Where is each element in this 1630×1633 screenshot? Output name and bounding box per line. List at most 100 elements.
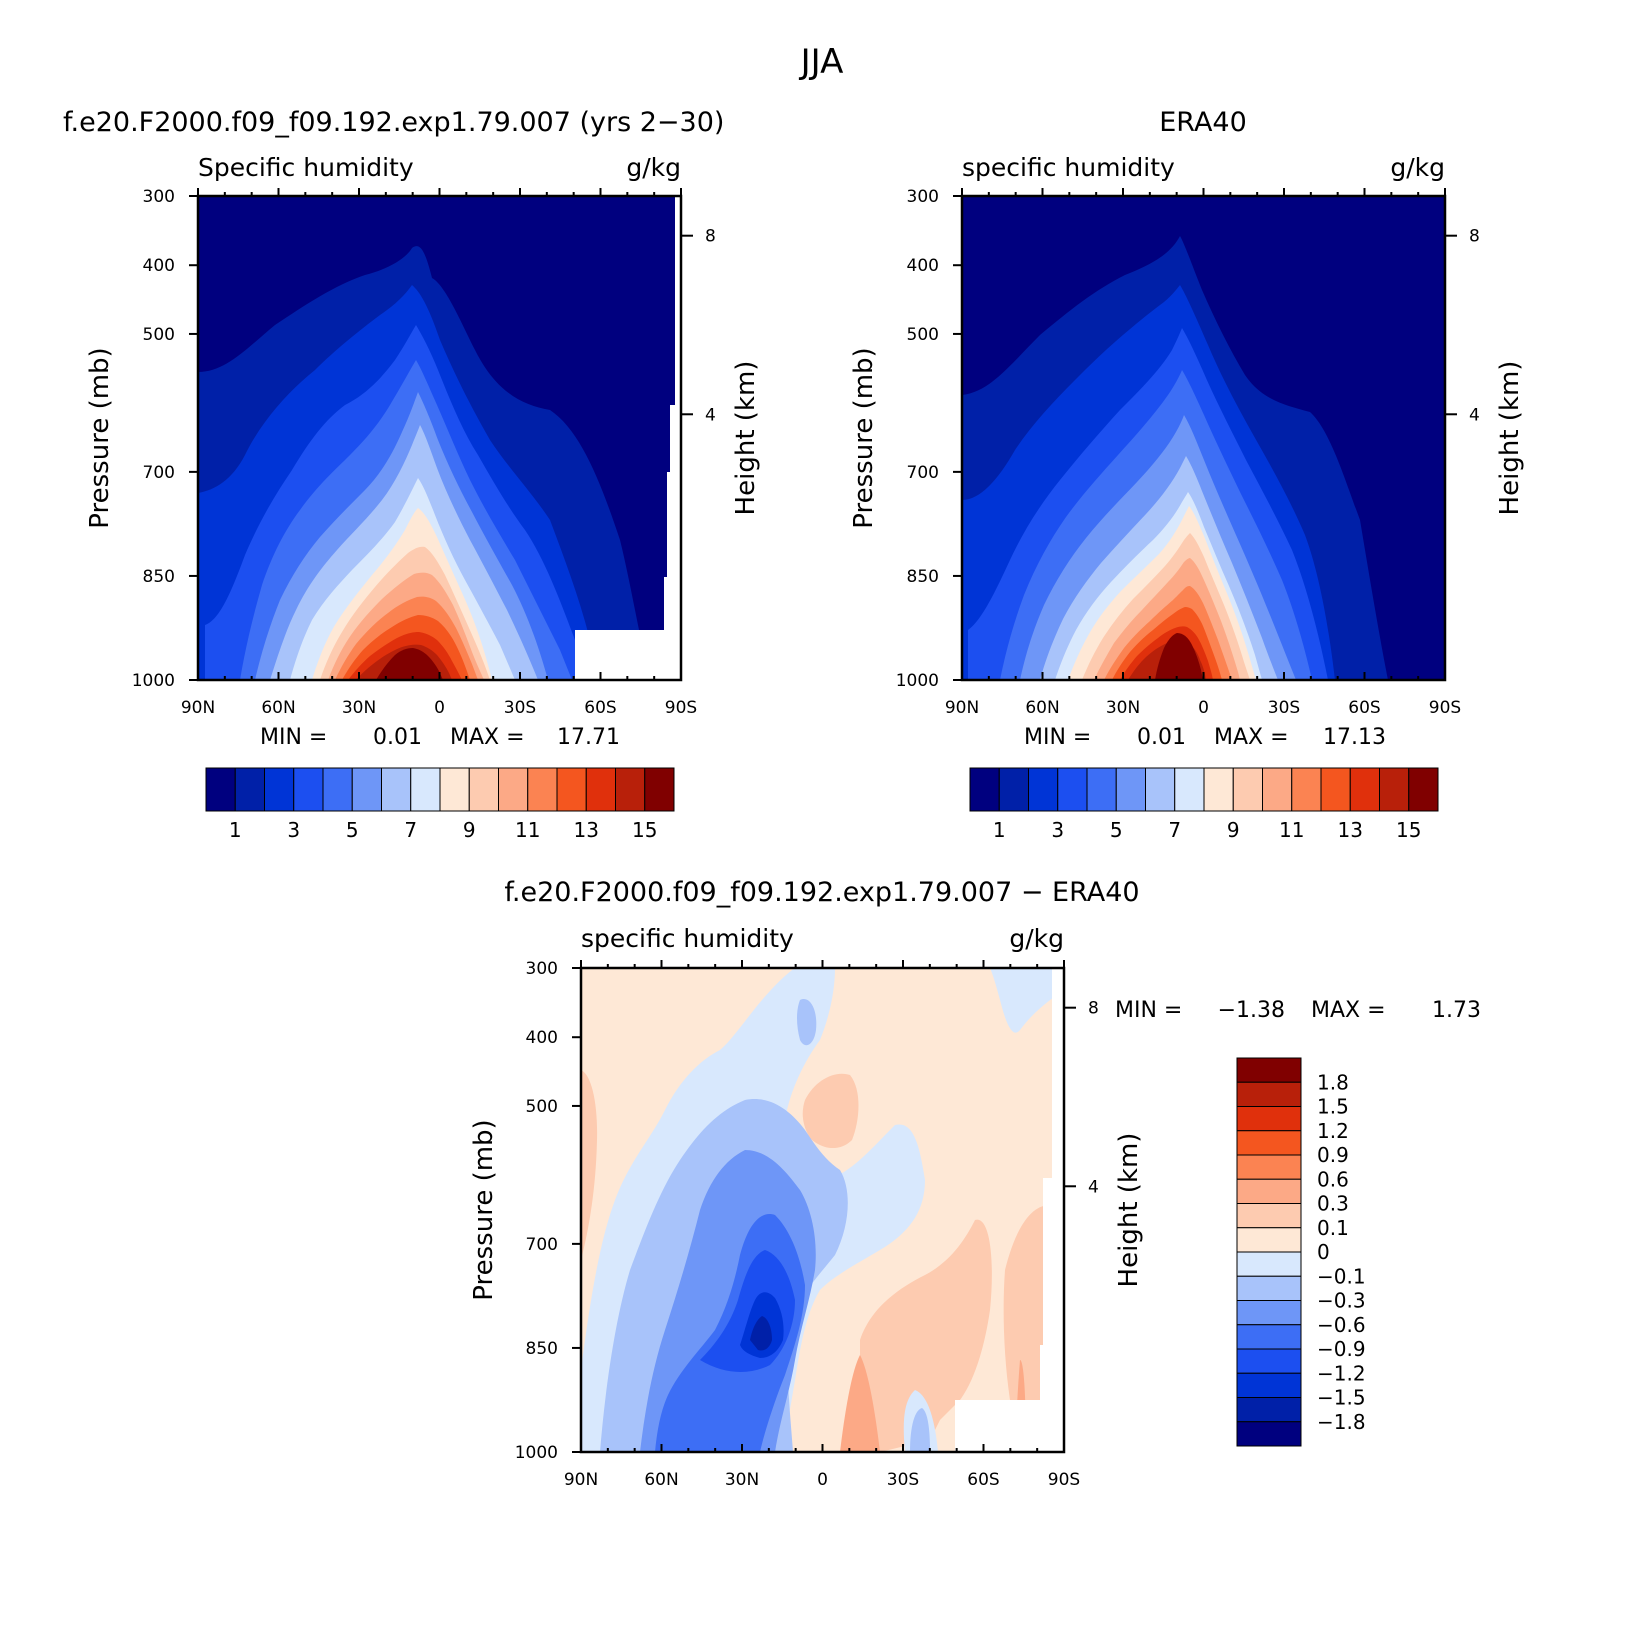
y2-tick-label: 8 <box>1469 227 1480 247</box>
colorbar-box <box>1115 767 1146 812</box>
y-tick-label: 1000 <box>515 1443 558 1463</box>
y2-tick-label: 8 <box>1088 999 1099 1019</box>
contour-level-neg0.1-to-0 <box>990 968 1064 1033</box>
colorbar-label: 11 <box>515 818 540 842</box>
case-title: f.e20.F2000.f09_f09.192.exp1.79.007 (yrs… <box>63 107 724 138</box>
y-tick-label: 400 <box>907 256 939 276</box>
colorbar-label: 1.8 <box>1317 1070 1349 1094</box>
x-tick-label: 90N <box>945 698 979 718</box>
contour-level-16 <box>1155 633 1203 680</box>
x-tick-label: 60S <box>1348 698 1380 718</box>
y2-tick-label: 4 <box>1088 1177 1099 1197</box>
y-tick-label: 1000 <box>132 671 175 691</box>
max-label: MAX = <box>1311 998 1386 1023</box>
colorbar-label: 9 <box>1227 818 1240 842</box>
colorbar-box <box>1174 767 1205 812</box>
colorbar-label: 1 <box>993 818 1006 842</box>
contour-level-0.1-to-0.3 <box>802 1073 859 1149</box>
colorbar-label: 1.2 <box>1317 1119 1349 1143</box>
colorbar-label: 13 <box>1338 818 1363 842</box>
y2-tick-label: 4 <box>1469 405 1480 425</box>
contour-level-neg0.3-to-neg0.1 <box>910 1408 930 1452</box>
x-tick-label: 0 <box>1198 698 1209 718</box>
colorbar-label: −0.9 <box>1317 1337 1366 1361</box>
missing-data-region <box>955 968 1064 1452</box>
contour-level-neg0.3-to-neg0.1 <box>797 999 817 1046</box>
x-tick-label: 0 <box>817 1470 828 1490</box>
colorbar-box <box>1236 1372 1302 1398</box>
y2-axis-label: Height (km) <box>1495 361 1525 516</box>
y-tick-label: 500 <box>143 325 175 345</box>
y-tick-label: 700 <box>907 463 939 483</box>
contour-fills <box>198 196 681 680</box>
contour-fills <box>962 196 1445 680</box>
colorbar-label: 1.5 <box>1317 1095 1349 1119</box>
panel-era40: ERA40 specific humidity g/kg 90N 60N 30N 0 3… <box>849 107 1525 842</box>
colorbar-label: −1.8 <box>1317 1410 1366 1434</box>
colorbar-box <box>1291 767 1322 812</box>
colorbar-box <box>439 767 470 812</box>
colorbar-box <box>1236 1203 1302 1229</box>
colorbar-box <box>264 767 295 812</box>
case-title: ERA40 <box>1159 107 1247 138</box>
x-tick-label: 60S <box>967 1470 999 1490</box>
y-tick-label: 400 <box>143 256 175 276</box>
colorbar-box <box>556 767 587 812</box>
colorbar-box <box>1236 1106 1302 1132</box>
colorbar-label: 7 <box>404 818 417 842</box>
y-tick-label: 850 <box>907 567 939 587</box>
colorbar-label: 5 <box>1110 818 1123 842</box>
colorbar-label: 9 <box>463 818 476 842</box>
colorbar-label: 5 <box>346 818 359 842</box>
x-tick-label: 30N <box>1106 698 1140 718</box>
y-tick-label: 850 <box>143 567 175 587</box>
x-tick-label: 60S <box>584 698 616 718</box>
colorbar-box <box>998 767 1029 812</box>
field-label: specific humidity <box>581 924 794 953</box>
colorbar-label: 0.6 <box>1317 1167 1349 1191</box>
colorbar-box <box>1236 1251 1302 1277</box>
colorbar-box <box>1236 1081 1302 1107</box>
colorbar-box <box>615 767 646 812</box>
colorbar-label: −0.1 <box>1317 1264 1366 1288</box>
missing-data-region <box>575 196 681 680</box>
colorbar-label: −1.5 <box>1317 1386 1366 1410</box>
case-title: f.e20.F2000.f09_f09.192.exp1.79.007 − ER… <box>504 877 1139 908</box>
min-value: −1.38 <box>1218 998 1285 1023</box>
colorbar-box <box>205 767 236 812</box>
colorbar-box <box>1086 767 1117 812</box>
colorbar-box <box>351 767 382 812</box>
contour-level-0.1-to-0.3 <box>581 1070 598 1260</box>
colorbar-label: −0.6 <box>1317 1313 1366 1337</box>
min-value: 0.01 <box>373 725 422 750</box>
y-tick-label: 700 <box>143 463 175 483</box>
colorbar-label: 15 <box>632 818 657 842</box>
colorbar-box <box>1236 1227 1302 1253</box>
x-tick-label: 30N <box>725 1470 759 1490</box>
colorbar-box <box>1028 767 1059 812</box>
colorbar-box <box>293 767 324 812</box>
x-tick-label: 90S <box>1048 1470 1080 1490</box>
min-label: MIN = <box>1024 725 1091 750</box>
colorbar-box <box>1236 1057 1302 1083</box>
y2-axis-label: Height (km) <box>731 361 761 516</box>
colorbar-box <box>1236 1324 1302 1350</box>
colorbar-box <box>1236 1421 1302 1447</box>
colorbar-box <box>1379 767 1410 812</box>
colorbar-box <box>468 767 499 812</box>
min-value: 0.01 <box>1137 725 1186 750</box>
y-axis-label: Pressure (mb) <box>849 347 879 528</box>
min-label: MIN = <box>260 725 327 750</box>
contour-level-0.3-to-0.6 <box>840 1355 880 1452</box>
x-tick-label: 90S <box>665 698 697 718</box>
y2-tick-label: 8 <box>705 227 716 247</box>
panel-model: f.e20.F2000.f09_f09.192.exp1.79.007 (yrs… <box>63 107 761 842</box>
colorbar-box <box>527 767 558 812</box>
x-tick-label: 60N <box>644 1470 678 1490</box>
x-tick-label: 0 <box>434 698 445 718</box>
y-tick-label: 300 <box>907 187 939 207</box>
colorbar-label: 3 <box>1051 818 1064 842</box>
x-tick-label: 30S <box>504 698 536 718</box>
y-tick-label: 300 <box>526 959 558 979</box>
colorbar-box <box>1262 767 1293 812</box>
